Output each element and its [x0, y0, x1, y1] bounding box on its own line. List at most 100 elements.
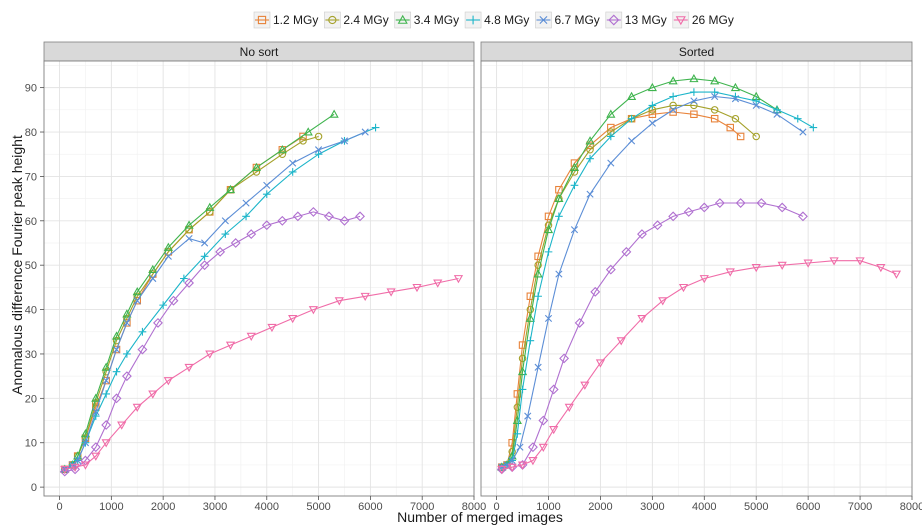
- data-point: [773, 110, 781, 118]
- data-point: [586, 146, 594, 154]
- data-point: [433, 279, 443, 288]
- data-point: [799, 128, 807, 136]
- data-point: [412, 283, 422, 293]
- data-point: [637, 229, 647, 240]
- y-tick-label: 70: [25, 171, 37, 183]
- x-tick-label: 7000: [848, 501, 872, 513]
- data-point: [731, 95, 740, 103]
- x-tick-label: 1000: [536, 501, 560, 513]
- data-point: [725, 268, 735, 277]
- data-point: [122, 309, 132, 318]
- data-point: [777, 261, 787, 270]
- data-point: [699, 202, 710, 213]
- data-point: [533, 269, 543, 278]
- data-point: [517, 366, 528, 376]
- data-point: [101, 362, 111, 371]
- data-point: [549, 425, 559, 435]
- data-point: [773, 105, 781, 114]
- data-point: [185, 234, 193, 243]
- data-point: [555, 270, 563, 278]
- x-tick-label: 7000: [410, 501, 434, 513]
- data-point: [809, 123, 818, 132]
- series-13-mgy: [59, 206, 365, 477]
- data-point: [752, 97, 761, 105]
- data-point: [714, 198, 725, 208]
- x-tick-label: 2000: [151, 501, 175, 513]
- data-point: [777, 202, 788, 213]
- data-point: [735, 198, 746, 208]
- data-point: [586, 190, 594, 198]
- data-point: [277, 144, 287, 154]
- x-tick-label: 1000: [99, 501, 123, 513]
- data-point: [112, 367, 121, 376]
- data-point: [149, 274, 157, 283]
- series-6-7-mgy: [61, 128, 369, 473]
- data-point: [292, 211, 303, 222]
- data-point: [278, 150, 287, 158]
- data-point: [606, 132, 615, 141]
- data-point: [184, 363, 194, 373]
- data-point: [288, 315, 298, 324]
- series-4-8-mgy: [497, 88, 818, 471]
- data-point: [299, 132, 307, 141]
- legend-label: 6.7 MGy: [554, 13, 599, 27]
- data-point: [526, 305, 535, 314]
- x-tick-label: 4000: [255, 501, 279, 513]
- data-point: [678, 283, 689, 293]
- data-point: [339, 215, 350, 226]
- data-point: [60, 465, 70, 475]
- data-point: [200, 252, 209, 261]
- data-point: [555, 212, 563, 221]
- data-point: [829, 257, 839, 266]
- data-point: [607, 159, 615, 167]
- data-point: [756, 198, 767, 208]
- legend-label: 3.4 MGy: [414, 13, 459, 27]
- data-point: [534, 252, 542, 261]
- plot-border: [43, 60, 475, 497]
- data-point: [340, 137, 349, 145]
- data-point: [548, 384, 559, 395]
- data-point: [648, 110, 657, 119]
- data-point: [314, 132, 323, 141]
- y-tick-label: 90: [25, 83, 37, 95]
- series-3-4-mgy: [60, 109, 339, 473]
- data-point: [225, 341, 236, 350]
- data-point: [751, 263, 761, 273]
- y-tick-label: 40: [25, 305, 37, 317]
- x-tick-label: 3000: [640, 501, 664, 513]
- data-point: [386, 288, 396, 297]
- gridlines: [481, 61, 913, 496]
- x-tick-label: 5000: [306, 501, 330, 513]
- data-point: [80, 429, 91, 438]
- data-point: [163, 377, 173, 386]
- data-point: [580, 381, 590, 390]
- data-point: [206, 208, 214, 216]
- data-point: [74, 456, 82, 465]
- data-point: [590, 286, 601, 297]
- data-point: [132, 403, 142, 413]
- data-point: [251, 162, 262, 171]
- data-point: [518, 385, 527, 394]
- data-point: [752, 132, 760, 141]
- data-point: [360, 292, 370, 302]
- data-point: [111, 393, 122, 404]
- data-point: [101, 420, 112, 430]
- legend-label: 13 MGy: [625, 13, 667, 27]
- data-point: [91, 393, 101, 402]
- series-26-mgy: [60, 275, 464, 475]
- data-point: [517, 461, 528, 470]
- data-point: [148, 390, 158, 399]
- data-point: [668, 211, 679, 222]
- data-point: [277, 215, 288, 226]
- data-point: [891, 270, 902, 279]
- data-point: [111, 331, 122, 340]
- y-axis-title: Anomalous difference Fourier peak height: [9, 135, 25, 395]
- legend-label: 1.2 MGy: [273, 13, 318, 27]
- x-tick-label: 6000: [358, 501, 382, 513]
- data-point: [453, 275, 464, 284]
- series-line: [64, 277, 459, 470]
- data-point: [230, 238, 241, 248]
- data-point: [80, 461, 91, 470]
- data-point: [648, 119, 656, 127]
- data-point: [683, 206, 694, 217]
